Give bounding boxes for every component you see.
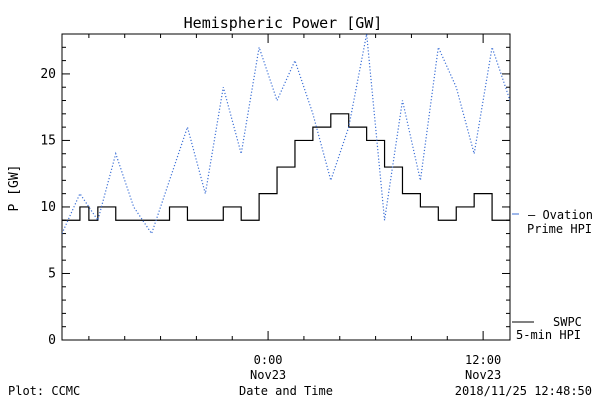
- chart-title: Hemispheric Power [GW]: [184, 14, 383, 32]
- series-line-swpc: [62, 73, 510, 221]
- x-tick-time-label: 0:00: [254, 353, 283, 367]
- x-tick-date-label: Nov23: [465, 368, 501, 382]
- series-line-ovation: [62, 34, 510, 235]
- y-tick-label: 10: [40, 200, 56, 215]
- legend-swpc-line2: 5-min HPI: [516, 328, 581, 342]
- y-axis-label: P [GW]: [7, 165, 22, 212]
- legend-ovation-line1: — Ovation: [528, 208, 593, 222]
- x-tick-time-label: 12:00: [465, 353, 501, 367]
- footer-timestamp: 2018/11/25 12:48:50: [455, 384, 592, 398]
- legend-swpc-line1: SWPC: [553, 315, 582, 329]
- legend-ovation-line2: Prime HPI: [527, 222, 592, 236]
- plot-area: 051015200:00Nov2312:00Nov230:00Nov2412:0…: [40, 33, 511, 382]
- y-tick-label: 15: [40, 133, 56, 148]
- x-tick-date-label: Nov23: [250, 368, 286, 382]
- y-tick-label: 5: [48, 266, 56, 281]
- y-tick-label: 0: [48, 333, 56, 348]
- footer-plot-credit: Plot: CCMC: [8, 384, 80, 398]
- y-tick-label: 20: [40, 67, 56, 82]
- plot-frame: [61, 33, 511, 341]
- x-axis-label: Date and Time: [239, 384, 333, 398]
